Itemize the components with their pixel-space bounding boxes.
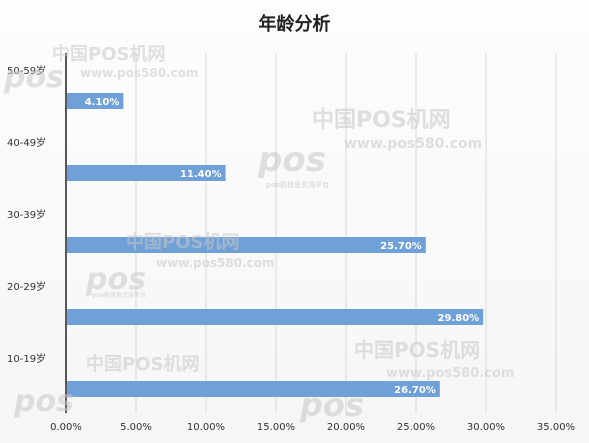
- data-label: 26.70%: [394, 385, 436, 396]
- x-tick-label: 0.00%: [50, 422, 82, 433]
- x-tick-label: 20.00%: [327, 422, 365, 433]
- category-label: 50-59岁: [7, 64, 46, 77]
- category-label: 10-19岁: [7, 352, 46, 365]
- category-label: 20-29岁: [7, 280, 46, 293]
- x-tick-label: 35.00%: [537, 422, 575, 433]
- bar: [67, 381, 440, 397]
- data-label: 25.70%: [380, 241, 422, 252]
- x-tick-label: 5.00%: [120, 422, 152, 433]
- x-tick-label: 30.00%: [467, 422, 505, 433]
- bar: [67, 237, 426, 253]
- bar: [67, 309, 484, 325]
- category-label: 40-49岁: [7, 136, 46, 149]
- bar: [67, 165, 226, 181]
- x-tick-label: 10.00%: [187, 422, 225, 433]
- data-label: 4.10%: [85, 97, 120, 108]
- x-tick-label: 15.00%: [257, 422, 295, 433]
- bar: [67, 93, 124, 109]
- data-label: 29.80%: [438, 313, 480, 324]
- x-tick-label: 25.00%: [397, 422, 435, 433]
- chart-title: 年龄分析: [259, 13, 331, 35]
- category-label: 30-39岁: [7, 208, 46, 221]
- data-label: 11.40%: [180, 169, 222, 180]
